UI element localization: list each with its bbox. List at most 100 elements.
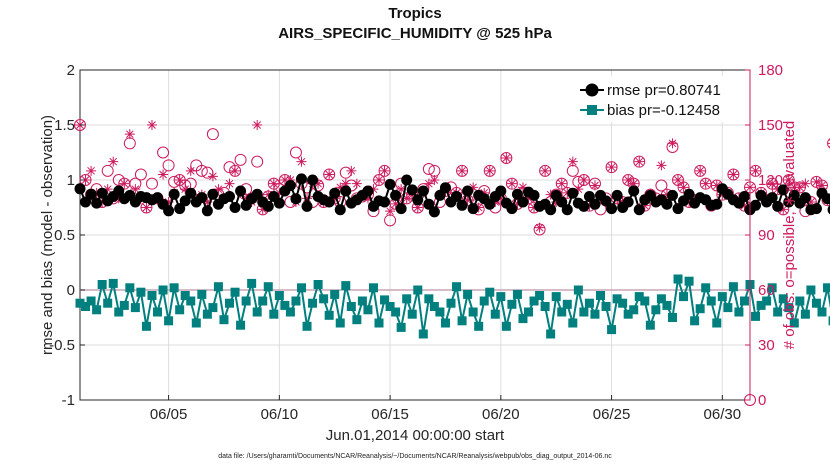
rmse-point [517,196,529,208]
bias-point [546,329,556,339]
possible-obs-point [157,146,170,159]
evaluated-obs-point [351,178,362,189]
chart-subtitle: AIRS_SPECIFIC_HUMIDITY @ 525 hPa [278,25,552,42]
y-axis-label: rmse and bias (model - observation) [39,115,56,355]
legend-rmse-label: rmse pr=0.80741 [607,82,721,99]
bias-point [219,315,229,325]
bias-point [291,296,301,306]
evaluated-obs-point [639,200,650,211]
evaluated-obs-point [617,197,628,207]
bias-point [391,307,401,317]
rmse-point [412,194,424,206]
evaluated-obs-point [263,189,274,200]
rmse-point [401,174,413,186]
bias-point [823,283,830,293]
rmse-point [683,188,695,200]
bias-point [623,309,633,319]
bias-point [363,305,373,315]
evaluated-obs-point [479,187,490,198]
rmse-point [290,193,302,205]
evaluated-obs-point [634,156,645,167]
evaluated-obs-point [800,178,811,189]
bias-point [357,296,367,306]
rmse-point [329,187,341,199]
evaluated-obs-point [362,193,373,204]
rmse-point [766,192,778,204]
bias-point [762,296,772,306]
rmse-point [633,204,645,216]
bias-point [147,291,157,300]
rmse-point [85,188,97,200]
bias-point [407,309,417,319]
evaluated-obs-point [728,169,739,180]
evaluated-obs-point [495,193,506,204]
evaluated-obs-point [185,165,196,176]
possible-obs-point [505,177,518,190]
possible-obs-point [251,155,264,168]
possible-obs-point [162,159,175,172]
bias-point [280,300,290,310]
rmse-point [390,189,402,201]
evaluated-obs-point [412,202,423,213]
evaluated-obs-point [816,180,827,191]
bias-point [330,289,340,299]
bias-point [601,302,611,311]
evaluated-obs-point [506,178,517,189]
rmse-point [334,204,346,216]
rmse-point [423,198,435,210]
rmse-point [434,189,446,201]
evaluated-obs-point [457,165,468,176]
rmse-point [379,196,391,208]
evaluated-obs-point [252,120,263,130]
rmse-point [606,203,618,215]
bias-point [252,307,262,317]
rmse-point [484,198,496,210]
possible-obs-point [605,161,618,174]
evaluated-obs-point [667,138,678,149]
evaluated-obs-point [396,184,407,195]
bias-point [175,305,185,315]
evaluated-obs-point [285,175,296,185]
bias-point [767,283,777,293]
rmse-point [284,180,296,191]
rmse-point [661,198,673,210]
bias-point [656,294,666,304]
bias-point [512,289,522,299]
evaluated-obs-point [589,180,600,191]
bias-point [568,318,578,328]
rmse-point [451,191,463,202]
bias-point [778,294,788,304]
rmse-point [583,191,595,202]
evaluated-obs-point [805,197,816,207]
bias-point [474,321,484,331]
evaluated-obs-point [529,202,540,213]
bias-point [352,315,362,325]
rmse-point [235,185,247,197]
evaluated-obs-point [313,178,324,189]
bias-point [285,307,295,317]
evaluated-obs-point [473,202,484,213]
possible-obs-point [539,164,552,177]
evaluated-obs-point [224,178,235,189]
possible-obs-point [483,164,496,177]
bias-point [468,307,478,317]
legend: rmse pr=0.80741 bias pr=-0.12458 [566,76,744,122]
evaluated-obs-point [91,187,102,198]
evaluated-obs-point [700,178,711,189]
bias-point [119,300,129,310]
legend-rmse-marker [585,83,599,97]
rmse-point [163,205,175,217]
bias-point [125,283,135,293]
bias-point [828,316,830,326]
bias-point [296,283,306,293]
bias-point [667,313,677,322]
evaluated-obs-point [468,182,479,193]
bias-point [551,292,561,302]
evaluated-obs-point [385,206,396,217]
evaluated-obs-point [778,204,789,215]
evaluated-obs-point [146,120,157,130]
rmse-point [96,187,108,199]
possible-obs-point [827,138,830,149]
evaluated-obs-point [86,165,97,176]
bias-point [319,294,329,304]
